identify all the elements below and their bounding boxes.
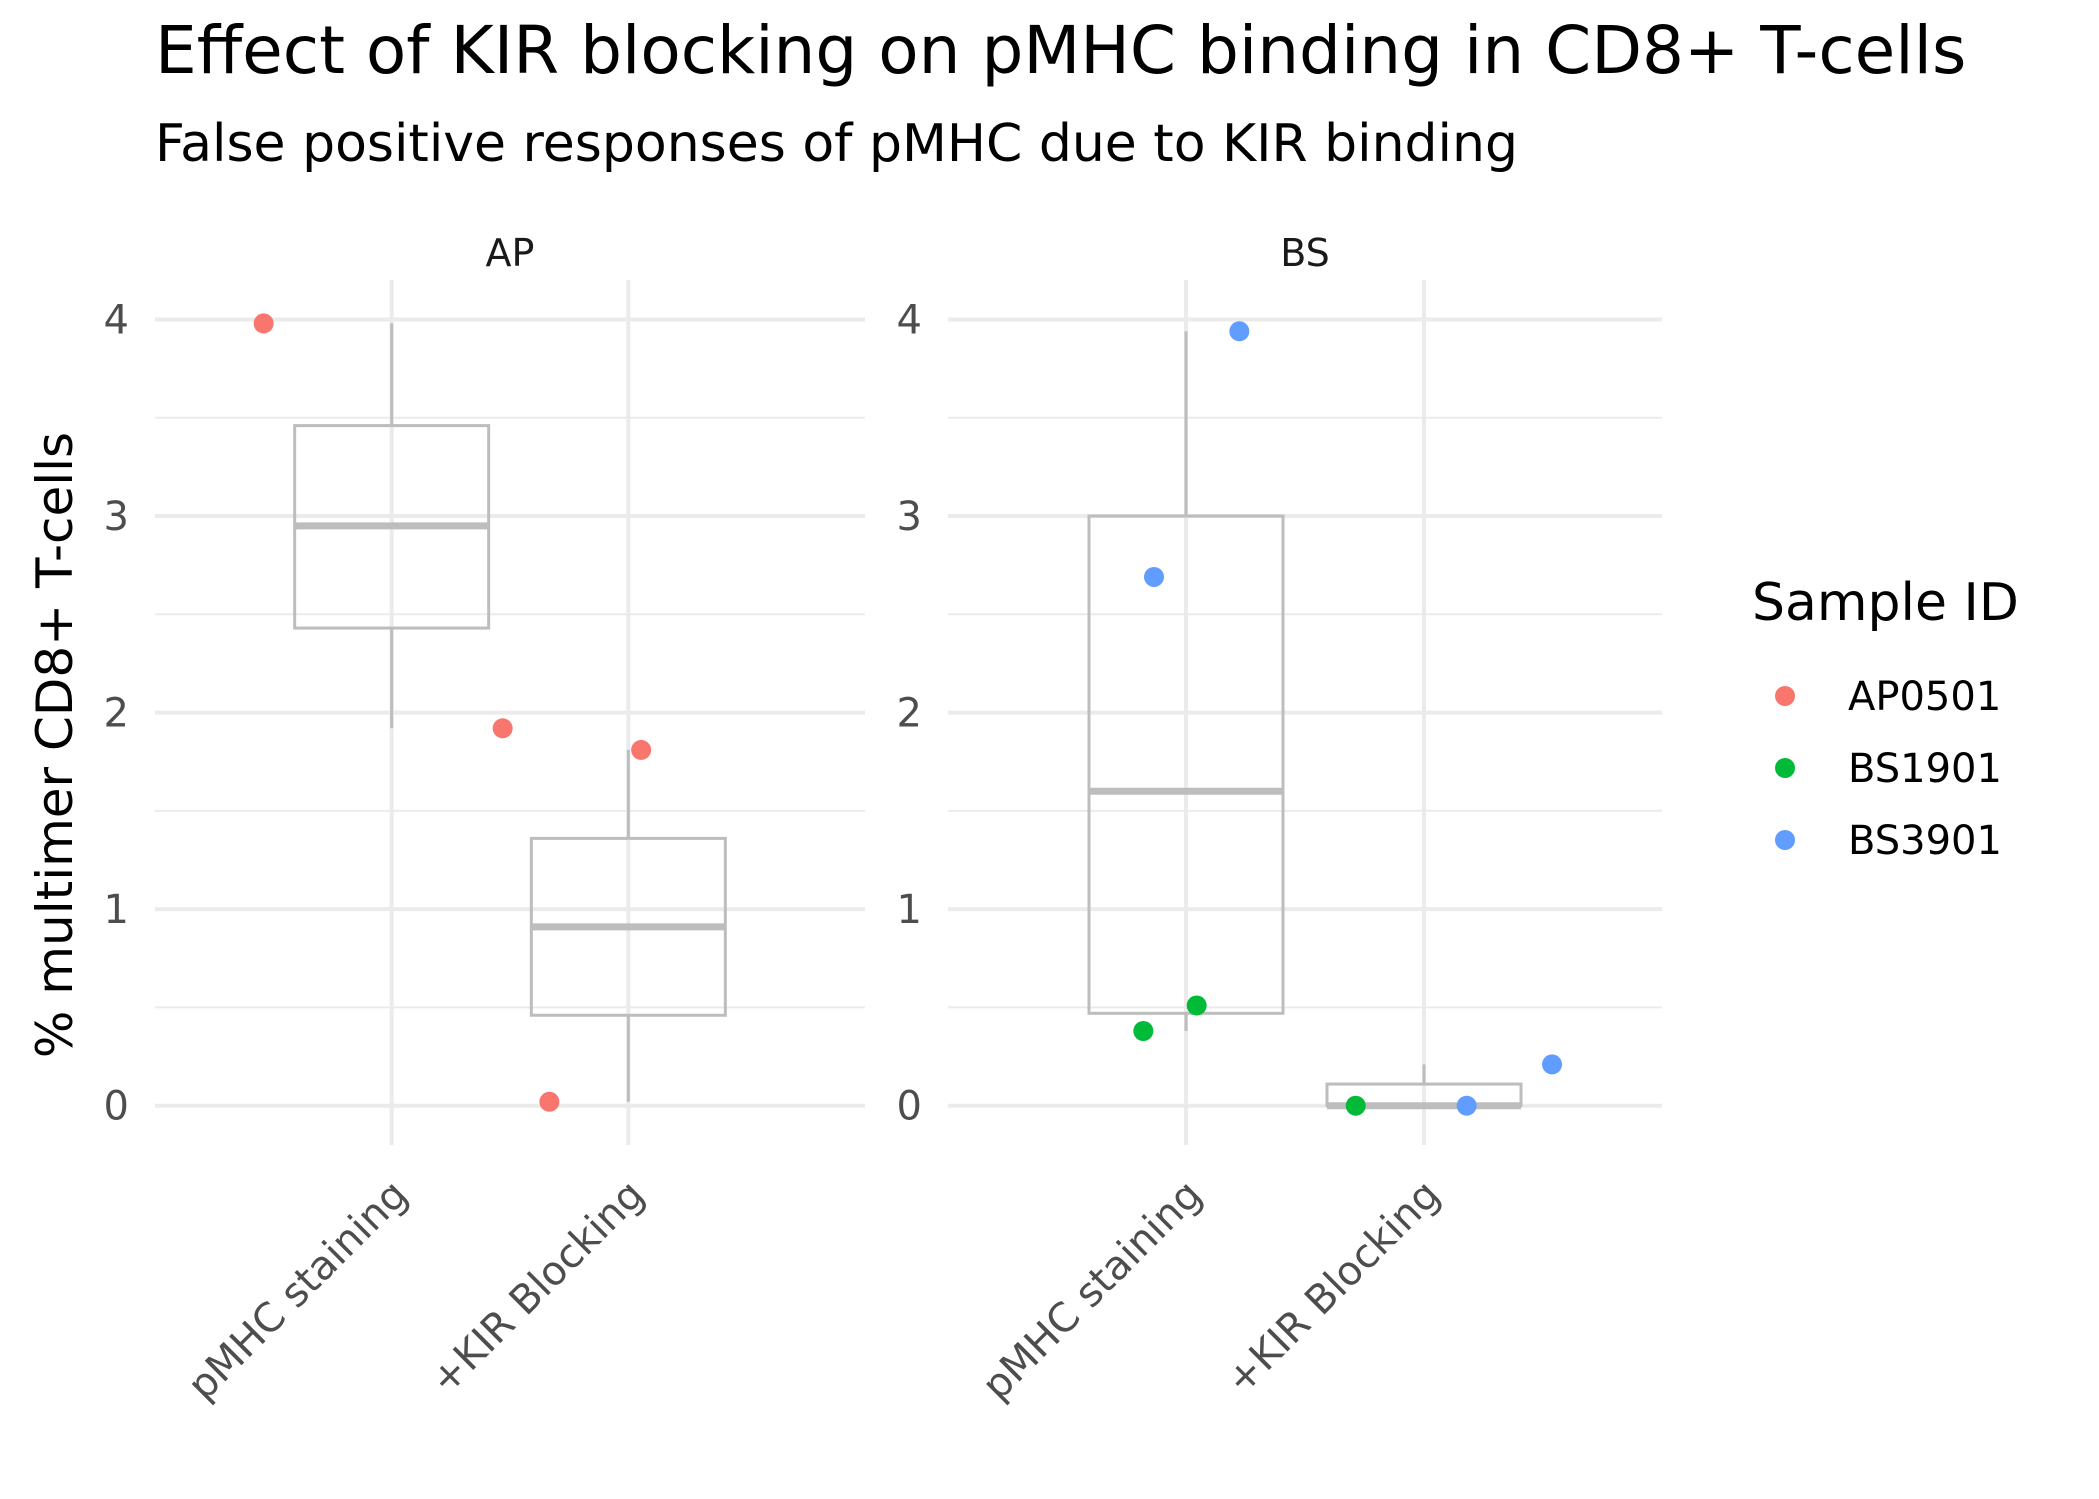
legend-key	[1775, 686, 1795, 706]
legend-label: BS3901	[1848, 818, 2002, 864]
x-tick-label: +KIR Blocking	[421, 1172, 653, 1404]
data-point	[1542, 1054, 1563, 1075]
y-axis-label: % multimer CD8+ T-cells	[26, 432, 84, 1058]
panel-strip-label: BS	[1280, 231, 1330, 275]
x-tick-label: +KIR Blocking	[1217, 1172, 1449, 1404]
y-tick-label: 1	[897, 887, 922, 933]
data-point	[1133, 1021, 1154, 1041]
y-tick-label: 0	[897, 1084, 922, 1130]
data-point	[1143, 566, 1164, 587]
y-tick-label: 4	[104, 297, 129, 343]
panel-ap: 0 1 2 3 4 AP pMHC staining +KIR Blocking	[104, 231, 865, 1409]
data-point	[1186, 995, 1207, 1016]
y-tick-label: 3	[104, 494, 129, 540]
y-tick-label: 3	[897, 494, 922, 540]
legend-key	[1775, 830, 1795, 850]
x-tick-label: pMHC staining	[179, 1172, 417, 1410]
data-point	[253, 313, 274, 334]
legend-label: BS1901	[1848, 746, 2002, 792]
y-tick-label: 2	[897, 691, 922, 737]
data-point	[492, 718, 513, 739]
data-point	[539, 1091, 560, 1112]
legend: Sample ID AP0501 BS1901 BS3901	[1752, 573, 2019, 864]
x-tick-label: pMHC staining	[973, 1172, 1211, 1410]
chart-title: Effect of KIR blocking on pMHC binding i…	[155, 12, 1967, 89]
data-point	[631, 739, 652, 760]
legend-title: Sample ID	[1752, 573, 2019, 633]
y-tick-label: 1	[104, 887, 129, 933]
data-point	[1345, 1095, 1366, 1116]
panel-strip-label: AP	[486, 231, 535, 275]
chart-subtitle: False positive responses of pMHC due to …	[155, 114, 1518, 174]
legend-label: AP0501	[1848, 674, 2001, 720]
panel-bs: 0 1 2 3 4 BS pMHC staining +KIR Blocking	[897, 231, 1662, 1409]
y-tick-label: 4	[897, 297, 922, 343]
box-iqr	[1087, 514, 1285, 1015]
data-point	[1456, 1095, 1477, 1116]
legend-key	[1775, 758, 1795, 778]
y-tick-label: 2	[104, 691, 129, 737]
data-point	[1229, 321, 1250, 342]
y-tick-label: 0	[104, 1084, 129, 1130]
